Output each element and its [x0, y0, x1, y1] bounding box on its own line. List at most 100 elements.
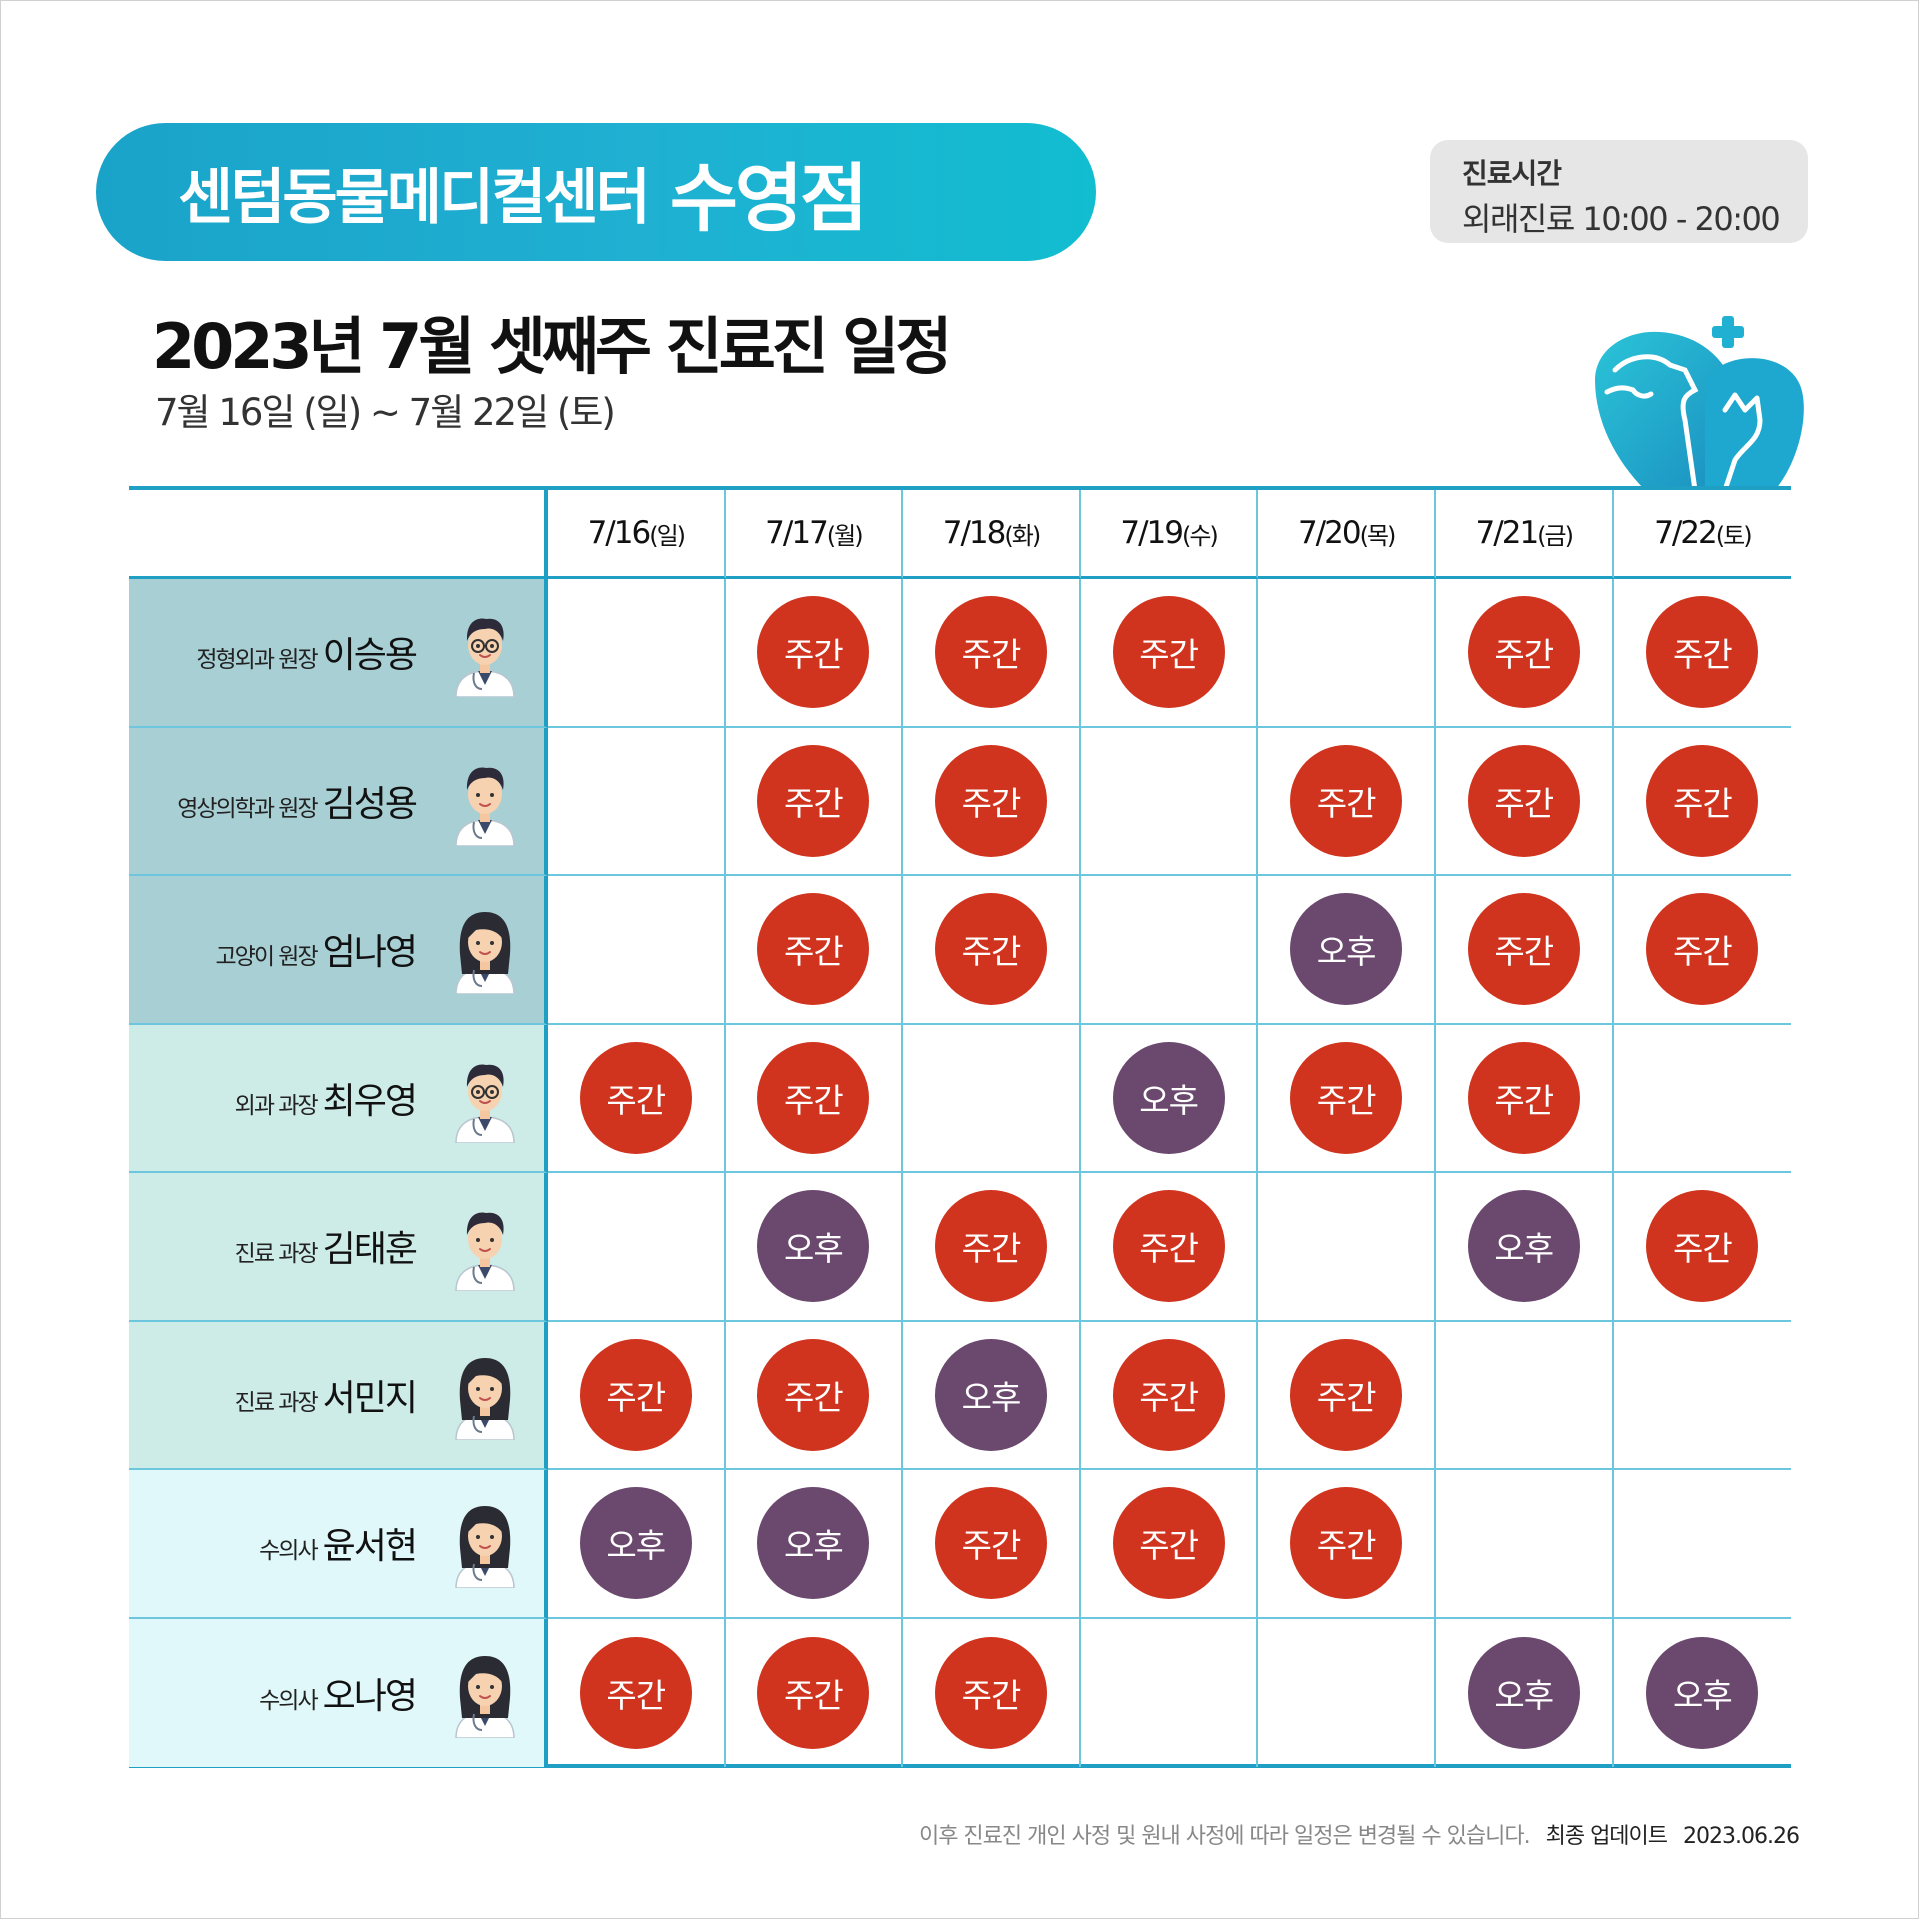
schedule-cell: 오후 [548, 1470, 726, 1619]
clinic-hours-text: 외래진료 10:00 - 20:00 [1462, 200, 1781, 238]
doctor-avatar-icon [446, 904, 524, 995]
schedule-cell: 주간 [903, 727, 1081, 876]
day-shift-badge: 주간 [1112, 596, 1225, 709]
schedule-cell [1613, 1025, 1792, 1173]
doctor-name: 엄나영 [322, 932, 418, 974]
schedule-cell: 주간 [548, 1618, 726, 1767]
day-shift-badge: 주간 [1646, 744, 1759, 857]
schedule-cell: 주간 [903, 1173, 1081, 1322]
day-shift-badge: 주간 [1467, 1041, 1580, 1154]
day-shift-badge: 주간 [757, 1636, 870, 1749]
day-shift-badge: 주간 [1467, 744, 1580, 857]
branch-name: 수영점 [669, 155, 868, 242]
day-of-week: (화) [1004, 521, 1041, 550]
doctor-label: 수의사 윤서현 [259, 1517, 418, 1569]
doctor-cell: 진료 과장 서민지 [129, 1321, 548, 1470]
schedule-cell: 주간 [903, 1618, 1081, 1767]
schedule-cell: 주간 [548, 1321, 726, 1470]
day-of-week: (수) [1181, 521, 1219, 550]
afternoon-shift-badge: 오후 [757, 1190, 870, 1303]
doctor-cell: 정형외과 원장 이승용 [129, 579, 548, 728]
doctor-name: 김태훈 [322, 1229, 418, 1271]
schedule-cell: 주간 [1080, 1470, 1259, 1619]
schedule-cell: 오후 [1080, 1024, 1259, 1173]
day-shift-badge: 주간 [757, 893, 870, 1006]
schedule-cell: 오후 [1614, 1619, 1792, 1768]
day-shift-badge: 주간 [1290, 1487, 1403, 1600]
afternoon-shift-badge: 오후 [1646, 1636, 1759, 1749]
day-date: 7/16 [587, 515, 652, 551]
schedule-cell: 주간 [1258, 1470, 1436, 1619]
update-date: 2023.06.26 [1683, 1824, 1800, 1849]
doctor-cell: 수의사 오나영 [129, 1618, 548, 1767]
doctor-name: 윤서현 [322, 1526, 418, 1568]
schedule-cell: 주간 [1435, 876, 1614, 1025]
schedule-cell: 주간 [1613, 728, 1792, 876]
day-shift-badge: 주간 [934, 1190, 1047, 1303]
doctor-label: 수의사 오나영 [259, 1667, 418, 1719]
day-shift-badge: 주간 [1290, 744, 1403, 857]
doctor-name: 이승용 [322, 635, 418, 677]
day-date: 7/22 [1654, 515, 1718, 551]
day-of-week: (토) [1715, 521, 1753, 550]
schedule-cell: 주간 [725, 579, 904, 728]
day-shift-badge: 주간 [757, 596, 870, 709]
day-shift-badge: 주간 [934, 596, 1047, 709]
day-shift-badge: 주간 [1646, 893, 1759, 1006]
day-date: 7/21 [1475, 515, 1540, 551]
day-header: 7/22 (토) [1613, 490, 1792, 579]
day-shift-badge: 주간 [1112, 1190, 1225, 1303]
doctor-label: 외과 과장 최우영 [234, 1072, 418, 1124]
schedule-cell: 오후 [725, 1470, 904, 1619]
schedule-cell: 주간 [1613, 876, 1792, 1025]
day-header: 7/18 (화) [903, 490, 1081, 579]
day-header: 7/16 (일) [548, 490, 726, 579]
doctor-label: 진료 과장 서민지 [234, 1369, 418, 1421]
doctor-name: 오나영 [322, 1675, 418, 1717]
doctor-cell: 외과 과장 최우영 [129, 1024, 548, 1173]
day-of-week: (월) [826, 521, 864, 550]
day-shift-badge: 주간 [579, 1636, 692, 1749]
doctor-name: 최우영 [322, 1080, 418, 1122]
doctor-label: 진료 과장 김태훈 [235, 1220, 418, 1272]
doctor-avatar-icon [446, 1498, 524, 1589]
schedule-cell: 주간 [1258, 1321, 1436, 1470]
doctor-avatar-icon [446, 1350, 524, 1441]
footer-notice: 이후 진료진 개인 사정 및 원내 사정에 따라 일정은 변경될 수 있습니다.… [918, 1818, 1800, 1850]
schedule-cell: 주간 [725, 1024, 904, 1173]
footer-notice-text: 이후 진료진 개인 사정 및 원내 사정에 따라 일정은 변경될 수 있습니다. [918, 1824, 1531, 1849]
schedule-cell: 오후 [903, 1321, 1081, 1470]
doctor-avatar-icon [446, 1648, 524, 1739]
doctor-role: 진료 과장 [234, 1389, 319, 1416]
day-header: 7/19 (수) [1080, 490, 1259, 579]
schedule-cell: 주간 [903, 1470, 1081, 1619]
doctor-role: 외과 과장 [234, 1092, 319, 1119]
schedule-cell: 주간 [1080, 1173, 1259, 1322]
day-date: 7/19 [1120, 515, 1184, 551]
doctor-cell: 진료 과장 김태훈 [129, 1173, 548, 1322]
dog-cat-medical-logo-icon [1595, 316, 1804, 493]
schedule-cell [903, 1024, 1081, 1173]
schedule-cell: 오후 [1436, 1618, 1614, 1767]
afternoon-shift-badge: 오후 [1467, 1636, 1580, 1749]
clinic-hours-box: 진료시간 외래진료 10:00 - 20:00 [1430, 140, 1808, 243]
schedule-cell: 주간 [725, 727, 904, 876]
day-shift-badge: 주간 [757, 744, 870, 857]
schedule-cell: 주간 [1613, 579, 1792, 728]
schedule-cell: 주간 [903, 579, 1081, 728]
afternoon-shift-badge: 오후 [1290, 893, 1403, 1006]
afternoon-shift-badge: 오후 [1467, 1190, 1580, 1303]
day-shift-badge: 주간 [579, 1041, 692, 1154]
schedule-cell [548, 1173, 726, 1322]
day-of-week: (목) [1359, 521, 1397, 550]
page-subtitle: 7월 16일 (일) ~ 7월 22일 (토) [155, 391, 616, 434]
schedule-cell [1258, 1173, 1436, 1322]
schedule-cell: 오후 [1435, 1173, 1614, 1322]
schedule-cell: 주간 [725, 1321, 904, 1470]
schedule-cell [548, 876, 726, 1025]
afternoon-shift-badge: 오후 [579, 1487, 692, 1600]
afternoon-shift-badge: 오후 [757, 1487, 870, 1600]
schedule-cell [1435, 1321, 1614, 1470]
doctor-avatar-icon [446, 607, 524, 698]
doctor-cell: 고양이 원장 엄나영 [129, 876, 548, 1025]
